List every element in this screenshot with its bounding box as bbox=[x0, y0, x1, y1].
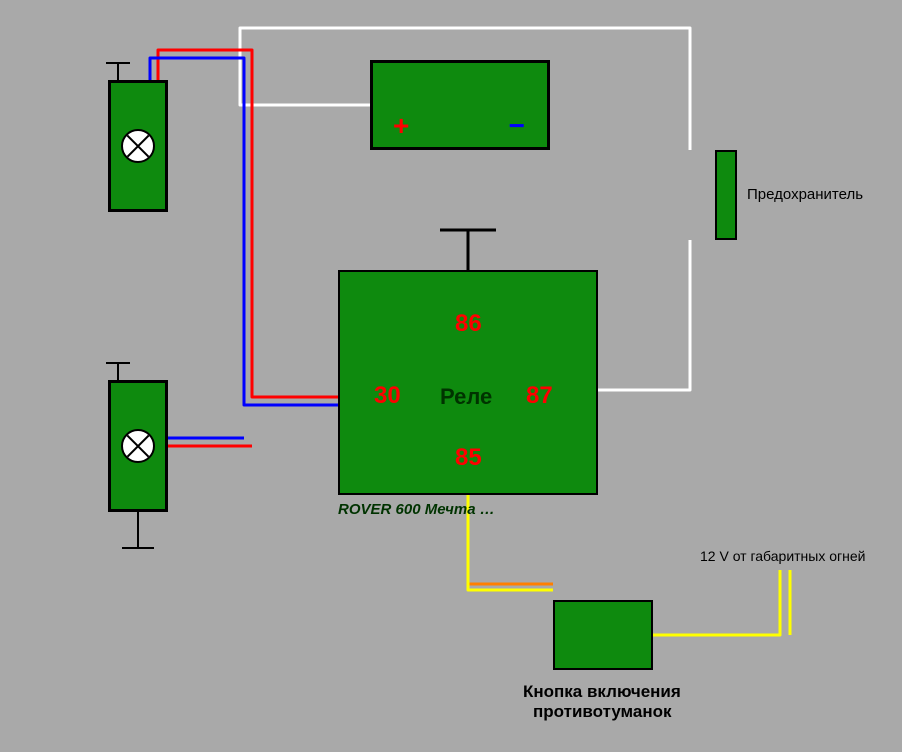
terminal-87: 87 bbox=[526, 382, 553, 410]
battery-minus: − bbox=[509, 110, 525, 142]
twelve-volt-label: 12 V от габаритных огней bbox=[700, 548, 865, 564]
button-label-2: противотуманок bbox=[533, 702, 672, 722]
battery: + − bbox=[370, 60, 550, 150]
bulb-icon-1 bbox=[121, 129, 155, 163]
fuse bbox=[715, 150, 737, 240]
fuse-label: Предохранитель bbox=[747, 186, 863, 203]
terminal-30: 30 bbox=[374, 382, 401, 410]
battery-plus: + bbox=[393, 110, 409, 142]
bulb-icon-2 bbox=[121, 429, 155, 463]
terminal-86: 86 bbox=[455, 310, 482, 338]
button-label-1: Кнопка включения bbox=[523, 682, 681, 702]
relay-label: Реле bbox=[440, 384, 492, 410]
terminal-85: 85 bbox=[455, 444, 482, 472]
caption: ROVER 600 Мечта … bbox=[338, 501, 495, 518]
switch-button bbox=[553, 600, 653, 670]
diagram-canvas: + − Предохранитель Реле 30 85 86 87 ROVE… bbox=[0, 0, 902, 752]
relay: Реле 30 85 86 87 bbox=[338, 270, 598, 495]
